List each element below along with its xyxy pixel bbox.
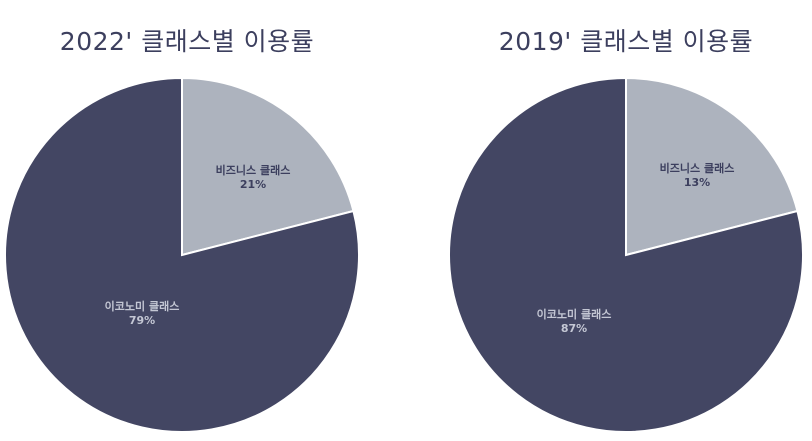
- slice-label-1-1: 이코노미 클래스: [537, 307, 612, 321]
- slice-value-0-0: 21%: [240, 178, 266, 191]
- chart-title-2019: 2019' 클래스별 이용률: [498, 27, 754, 56]
- slice-value-1-1: 87%: [561, 322, 587, 335]
- pie-slice-1-0: [625, 76, 799, 257]
- slice-value-0-1: 79%: [129, 314, 155, 327]
- pie-slice-0-0: [181, 76, 355, 257]
- pie-slice-1-1: [448, 76, 804, 433]
- slice-value-1-0: 13%: [684, 176, 710, 189]
- slice-label-1-0: 비즈니스 클래스: [660, 161, 735, 175]
- slice-label-0-1: 이코노미 클래스: [105, 299, 180, 313]
- chart-title-2022: 2022' 클래스별 이용률: [59, 27, 315, 56]
- pie-slice-0-1: [4, 76, 360, 433]
- slice-label-0-0: 비즈니스 클래스: [216, 163, 291, 177]
